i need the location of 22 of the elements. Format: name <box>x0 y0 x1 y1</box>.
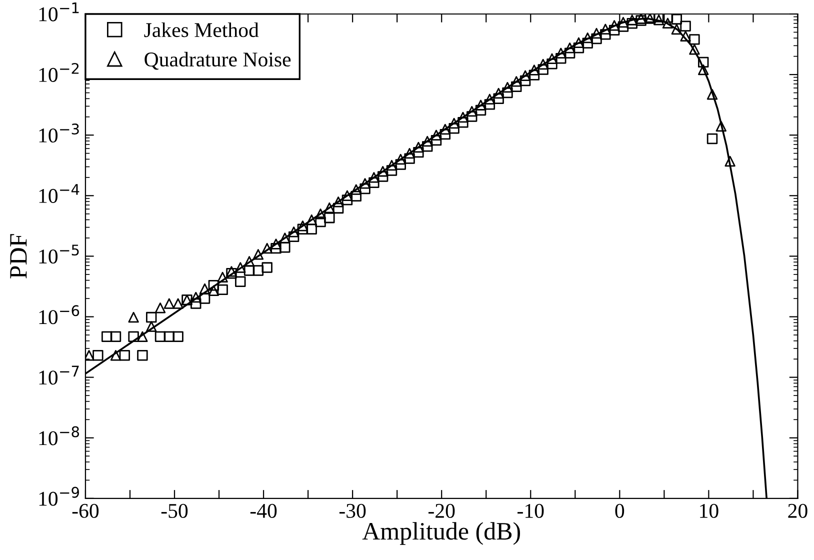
y-tick-label: 10$^{−5}$ <box>39 244 79 264</box>
x-tick-label: -10 <box>518 504 544 518</box>
x-tick-label: 20 <box>788 504 808 518</box>
x-tick-label: -50 <box>161 504 188 518</box>
y-tick-label: 10$^{−1}$ <box>39 2 79 22</box>
x-axis-title: Amplitude (dB) <box>362 522 520 545</box>
y-tick-label: 10$^{−4}$ <box>39 184 80 203</box>
legend-label: Quadrature Noise <box>144 52 291 70</box>
y-tick-label: 10$^{−6}$ <box>39 305 80 324</box>
x-tick-label: 10 <box>700 504 718 518</box>
legend-label: Jakes Method <box>144 22 259 38</box>
y-axis-title: PDF <box>10 234 27 278</box>
x-tick-label: -60 <box>72 504 99 518</box>
y-tick-label: 10$^{−7}$ <box>39 366 79 385</box>
x-tick-label: 0 <box>615 504 624 518</box>
y-tick-label: 10$^{−8}$ <box>39 426 80 446</box>
x-tick-label: -30 <box>339 504 366 518</box>
x-tick-label: -40 <box>250 504 277 518</box>
y-tick-label: 10$^{−2}$ <box>39 62 79 82</box>
x-tick-label: -20 <box>428 504 455 518</box>
y-tick-label: 10$^{−3}$ <box>39 124 79 143</box>
y-tick-label: 10$^{−9}$ <box>39 486 79 506</box>
